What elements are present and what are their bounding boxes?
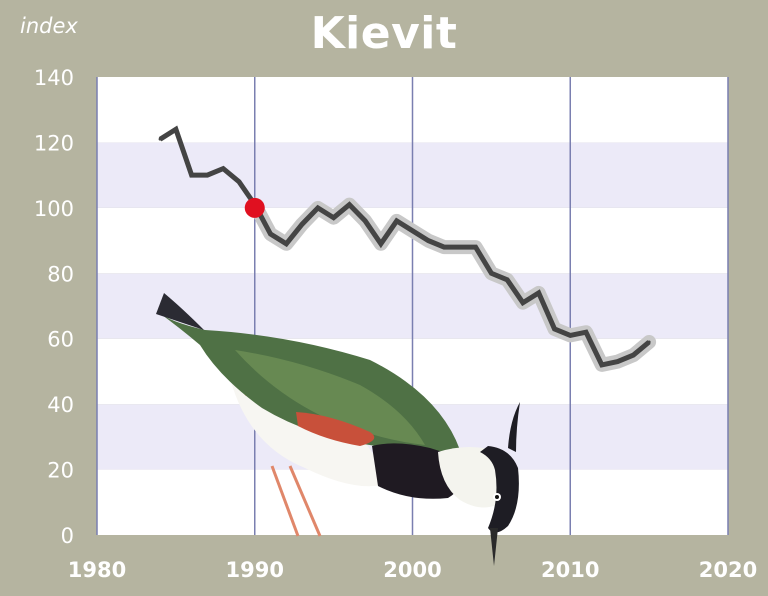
data-point [631, 353, 635, 357]
data-point [379, 242, 383, 246]
data-point [300, 222, 304, 226]
data-point [205, 173, 209, 177]
data-point [568, 333, 572, 337]
y-tick-label: 0 [61, 524, 74, 548]
chart-title: Kievit [310, 8, 458, 59]
y-tick-label: 80 [47, 262, 74, 286]
data-point [442, 245, 446, 249]
x-tick-label: 1990 [226, 558, 284, 582]
data-point [190, 173, 194, 177]
y-axis-label: index [20, 14, 78, 38]
data-point [347, 203, 351, 207]
data-point [332, 216, 336, 220]
data-point [316, 206, 320, 210]
series-points [158, 127, 651, 367]
data-point [458, 245, 462, 249]
y-tick-label: 60 [47, 328, 74, 352]
x-tick-label: 1980 [68, 558, 126, 582]
lapwing-bird-illustration [156, 293, 520, 566]
data-point [505, 278, 509, 282]
data-point [616, 360, 620, 364]
series-line-path [158, 125, 651, 368]
data-point [537, 291, 541, 295]
data-point [174, 127, 178, 131]
data-point [489, 271, 493, 275]
reference-point-marker [244, 197, 265, 218]
data-point [395, 219, 399, 223]
data-point [521, 301, 525, 305]
y-tick-label: 20 [47, 459, 74, 483]
data-point [584, 330, 588, 334]
series-line [158, 125, 651, 368]
y-axis-ticks: 0 20 40 60 80 100 120 140 [34, 66, 74, 548]
data-point [600, 363, 604, 367]
y-tick-label: 40 [47, 393, 74, 417]
y-tick-label: 100 [34, 197, 74, 221]
data-point [411, 229, 414, 233]
vertical-gridlines [96, 77, 729, 535]
data-point [363, 219, 367, 223]
data-point [474, 245, 478, 249]
data-point [552, 327, 556, 331]
x-tick-label: 2020 [699, 558, 757, 582]
y-tick-label: 120 [34, 131, 74, 155]
data-point [221, 167, 225, 171]
x-tick-label: 2010 [541, 558, 599, 582]
data-point [426, 239, 430, 243]
x-tick-label: 2000 [383, 558, 441, 582]
data-point [647, 340, 651, 344]
data-point [269, 232, 273, 236]
data-point [237, 180, 241, 184]
y-tick-label: 140 [34, 66, 74, 90]
x-axis-ticks: 1980 1990 2000 2010 2020 [68, 558, 757, 582]
data-point [158, 137, 162, 141]
data-point [284, 242, 288, 246]
